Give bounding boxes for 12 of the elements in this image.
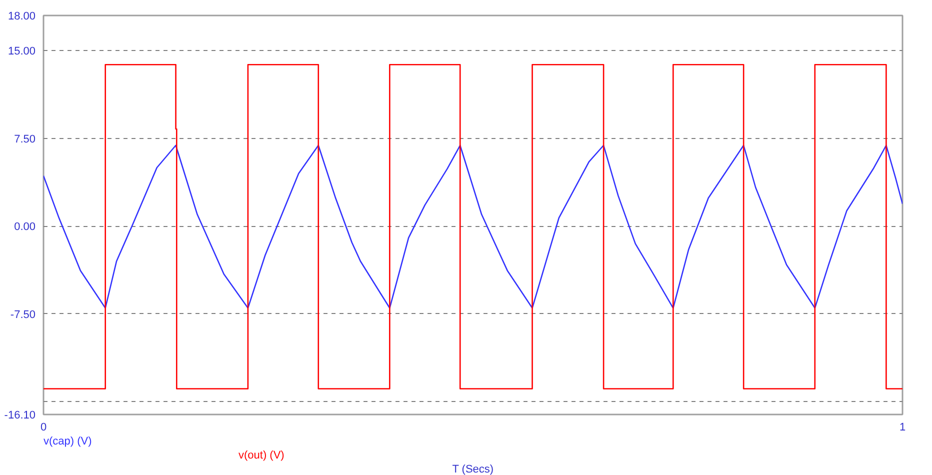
x-axis-title: T (Secs): [452, 464, 494, 475]
y-tick-label: -7.50: [10, 308, 36, 321]
y-tick-label: 15.00: [8, 46, 36, 58]
y-tick-label: 18.00: [8, 10, 36, 22]
y-tick-label: 0.00: [14, 221, 36, 234]
line-series: [44, 144, 902, 309]
x-tick-label: 0: [40, 422, 47, 434]
x-tick-label: 1: [899, 422, 906, 434]
text: v(cap) (V): [44, 436, 92, 448]
y-tick-label: -16.10: [4, 410, 36, 422]
y-tick-label: 7.50: [14, 133, 36, 146]
text: v(out) (V): [238, 450, 284, 462]
